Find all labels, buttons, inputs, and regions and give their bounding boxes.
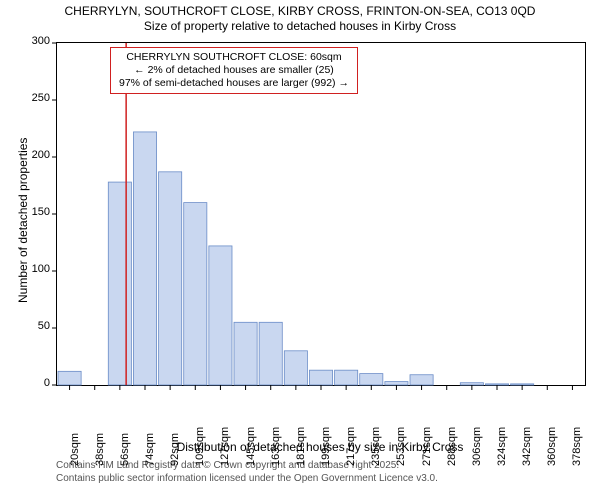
histogram-bar — [360, 374, 383, 385]
x-tick-label: 253sqm — [395, 418, 407, 466]
histogram-bar — [133, 132, 156, 385]
y-tick-label: 50 — [22, 320, 50, 332]
x-tick-label: 92sqm — [169, 418, 181, 466]
x-tick-label: 20sqm — [69, 418, 81, 466]
histogram-bar — [259, 322, 282, 385]
x-tick-label: 306sqm — [471, 418, 483, 466]
y-tick-label: 250 — [22, 92, 50, 104]
x-tick-label: 109sqm — [194, 418, 206, 466]
x-tick-label: 199sqm — [320, 418, 332, 466]
x-tick-label: 324sqm — [496, 418, 508, 466]
x-tick-label: 378sqm — [571, 418, 583, 466]
histogram-bar — [410, 375, 433, 385]
histogram-bar — [184, 203, 207, 385]
title-line1: CHERRYLYN, SOUTHCROFT CLOSE, KIRBY CROSS… — [0, 4, 600, 19]
y-tick-label: 150 — [22, 206, 50, 218]
y-axis-label: Number of detached properties — [16, 138, 30, 303]
y-tick-label: 200 — [22, 149, 50, 161]
annot-line3: 97% of semi-detached houses are larger (… — [119, 77, 349, 90]
histogram-bar — [108, 182, 131, 385]
histogram-bar — [335, 370, 358, 385]
annot-line2: ← 2% of detached houses are smaller (25) — [119, 64, 349, 77]
marker-annotation: CHERRYLYN SOUTHCROFT CLOSE: 60sqm ← 2% o… — [110, 47, 358, 94]
x-tick-label: 271sqm — [421, 418, 433, 466]
footer-line2: Contains public sector information licen… — [56, 473, 438, 486]
histogram-bar — [284, 351, 307, 385]
histogram-bar — [58, 371, 81, 385]
x-tick-label: 181sqm — [295, 418, 307, 466]
x-tick-label: 235sqm — [370, 418, 382, 466]
x-tick-label: 360sqm — [546, 418, 558, 466]
x-tick-label: 74sqm — [144, 418, 156, 466]
title-line2: Size of property relative to detached ho… — [0, 19, 600, 34]
x-tick-label: 217sqm — [345, 418, 357, 466]
x-tick-label: 145sqm — [245, 418, 257, 466]
x-tick-label: 56sqm — [119, 418, 131, 466]
y-tick-label: 300 — [22, 35, 50, 47]
histogram-bar — [385, 382, 408, 385]
histogram-bar — [485, 384, 508, 385]
histogram-bar — [159, 172, 182, 385]
annot-line1: CHERRYLYN SOUTHCROFT CLOSE: 60sqm — [119, 51, 349, 64]
x-tick-label: 288sqm — [446, 418, 458, 466]
x-tick-label: 163sqm — [270, 418, 282, 466]
histogram-bar — [309, 370, 332, 385]
y-tick-label: 100 — [22, 263, 50, 275]
x-tick-label: 38sqm — [94, 418, 106, 466]
chart-title: CHERRYLYN, SOUTHCROFT CLOSE, KIRBY CROSS… — [0, 4, 600, 34]
histogram-bar — [460, 383, 483, 385]
x-tick-label: 342sqm — [521, 418, 533, 466]
y-tick-label: 0 — [22, 377, 50, 389]
histogram-bar — [209, 246, 232, 385]
x-tick-label: 127sqm — [219, 418, 231, 466]
histogram-bar — [234, 322, 257, 385]
histogram-bar — [511, 384, 534, 385]
